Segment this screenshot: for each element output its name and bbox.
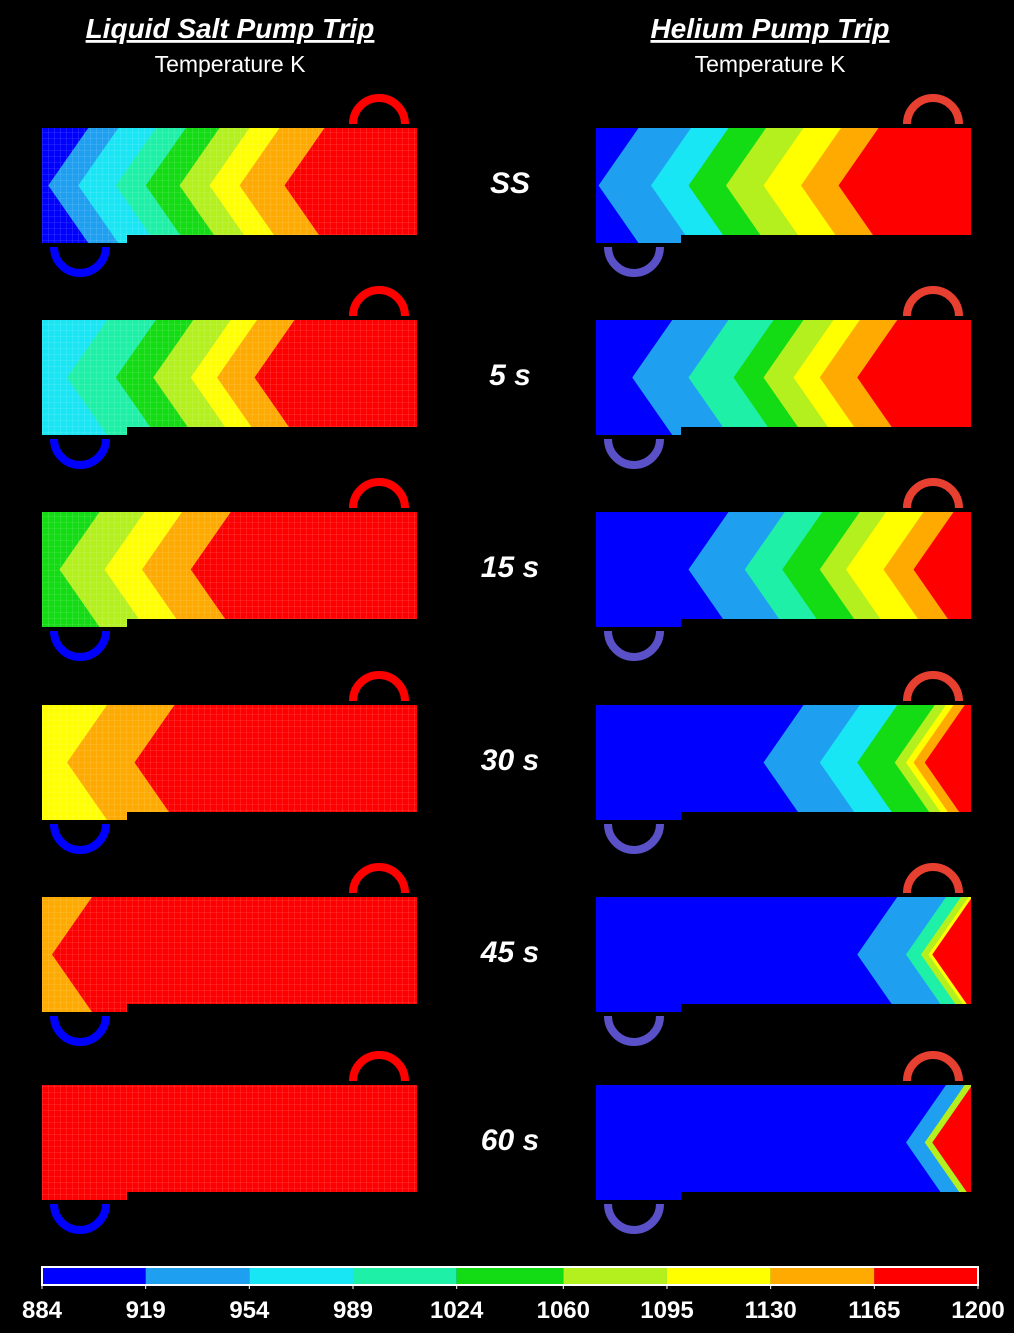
tick-label: 1095 <box>640 1297 693 1324</box>
colorbar-segment <box>874 1267 978 1285</box>
contours <box>596 128 971 243</box>
tick-label: 1200 <box>951 1297 1004 1324</box>
contours <box>596 1085 972 1200</box>
time-label: SS <box>490 167 530 200</box>
colorbar-segment <box>667 1267 771 1285</box>
mesh <box>42 128 417 243</box>
mesh <box>42 1085 417 1200</box>
colorbar-segment <box>771 1267 875 1285</box>
tick-label: 954 <box>229 1297 270 1324</box>
band <box>596 897 897 1012</box>
contours <box>42 897 417 1012</box>
tick-label: 1130 <box>745 1297 797 1324</box>
mesh <box>42 512 417 627</box>
colorbar-segment <box>563 1267 667 1285</box>
time-label: 5 s <box>489 359 531 392</box>
right-subtitle: Temperature K <box>695 51 847 77</box>
left-subtitle: Temperature K <box>155 51 307 77</box>
colorbar-segment <box>353 1267 457 1285</box>
colorbar-segment <box>146 1267 250 1285</box>
tick-label: 1060 <box>537 1297 590 1324</box>
tick-label: 919 <box>126 1297 166 1324</box>
contours <box>596 320 971 435</box>
time-label: 15 s <box>481 551 539 584</box>
mesh <box>42 320 417 435</box>
contours <box>42 512 417 627</box>
contours <box>42 128 417 243</box>
right-title: Helium Pump Trip <box>650 13 889 44</box>
contours <box>42 1085 417 1200</box>
tick-label: 989 <box>333 1297 373 1324</box>
contours <box>42 705 417 820</box>
time-label: 30 s <box>481 744 539 777</box>
tick-label: 1024 <box>430 1297 484 1324</box>
colorbar-segment <box>42 1267 146 1285</box>
contours <box>596 705 971 820</box>
contours <box>596 897 972 1012</box>
band <box>596 1085 946 1200</box>
contours <box>596 512 971 627</box>
mesh <box>42 897 417 1012</box>
tick-label: 884 <box>22 1297 63 1324</box>
mesh <box>42 705 417 820</box>
left-title: Liquid Salt Pump Trip <box>86 13 375 44</box>
contours <box>42 320 417 435</box>
colorbar-segment <box>457 1267 564 1285</box>
time-label: 45 s <box>480 936 539 969</box>
figure: Liquid Salt Pump Trip Temperature K Heli… <box>0 0 1014 1333</box>
colorbar-segment <box>249 1267 353 1285</box>
time-label: 60 s <box>481 1124 539 1157</box>
tick-label: 1165 <box>848 1297 900 1324</box>
